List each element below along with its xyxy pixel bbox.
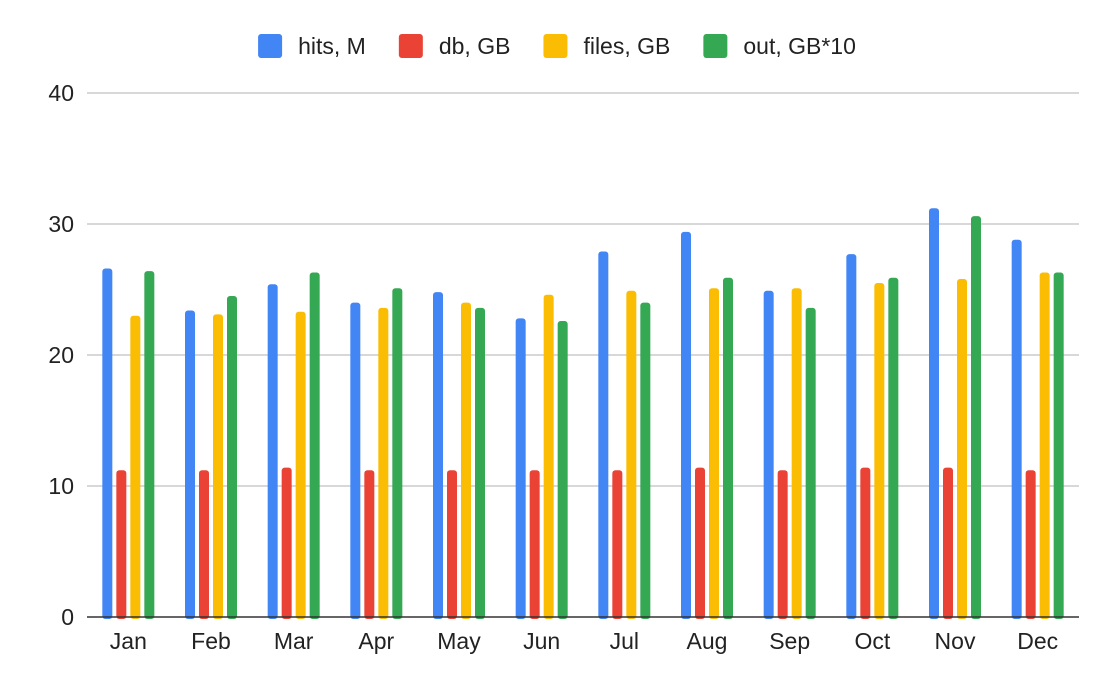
legend-item: files, GB xyxy=(543,33,670,59)
bar-hits-m-feb xyxy=(185,310,195,619)
x-tick-label: Jun xyxy=(523,628,560,654)
bar-db-gb-jan xyxy=(116,470,127,619)
bar-files-gb-jun xyxy=(543,294,554,619)
bar-out-gb-10-feb xyxy=(227,296,237,619)
bar-out-gb-10-apr xyxy=(392,288,403,619)
bar-out-gb-10-jun xyxy=(557,320,568,619)
bar-files-gb-apr xyxy=(378,307,389,619)
legend-label: db, GB xyxy=(439,33,511,59)
legend-label: files, GB xyxy=(583,33,670,59)
x-tick-label: May xyxy=(437,628,481,654)
grid xyxy=(87,92,1079,487)
bar-hits-m-sep xyxy=(763,290,774,619)
bar-out-gb-10-sep xyxy=(805,307,816,619)
bar-out-gb-10-mar xyxy=(309,272,320,619)
legend: hits, M db, GB files, GB out, GB*10 xyxy=(258,33,856,59)
bar-files-gb-dec xyxy=(1039,272,1050,619)
bar-db-gb-feb xyxy=(199,470,209,619)
bar-files-gb-oct xyxy=(874,282,885,619)
legend-swatch xyxy=(703,34,728,58)
y-tick-label: 30 xyxy=(48,211,74,237)
bar-files-gb-aug xyxy=(709,288,719,619)
bar-hits-m-dec xyxy=(1011,239,1022,619)
bar-out-gb-10-jul xyxy=(640,302,651,619)
bar-db-gb-oct xyxy=(860,467,871,619)
x-axis: Jan Feb Mar Apr May Jun Jul Aug Sep Oct Nov Dec xyxy=(87,616,1079,654)
x-tick-label: Mar xyxy=(274,628,314,654)
bars xyxy=(102,208,1064,620)
legend-swatch xyxy=(543,34,568,58)
legend-swatch xyxy=(258,34,283,58)
bar-files-gb-may xyxy=(461,302,471,619)
x-tick-label: Oct xyxy=(854,628,890,654)
bar-files-gb-mar xyxy=(295,311,306,619)
legend-swatch xyxy=(398,34,423,58)
bar-db-gb-jun xyxy=(529,470,540,619)
bar-db-gb-dec xyxy=(1025,470,1036,619)
y-tick-label: 20 xyxy=(48,342,74,368)
bar-out-gb-10-oct xyxy=(888,277,899,619)
bar-out-gb-10-jan xyxy=(144,271,155,619)
bar-db-gb-mar xyxy=(281,467,292,619)
bar-hits-m-nov xyxy=(929,208,939,619)
bar-files-gb-jul xyxy=(626,290,637,619)
x-tick-label: Aug xyxy=(687,628,728,654)
bar-hits-m-jul xyxy=(598,251,609,619)
legend-item: out, GB*10 xyxy=(703,33,856,59)
bar-hits-m-jun xyxy=(515,318,526,619)
bar-db-gb-nov xyxy=(943,467,953,619)
x-tick-label: Sep xyxy=(769,628,810,654)
bar-out-gb-10-nov xyxy=(971,216,981,619)
x-tick-label: Apr xyxy=(358,628,394,654)
y-tick-label: 10 xyxy=(48,473,74,499)
bar-db-gb-sep xyxy=(777,470,788,619)
legend-item: db, GB xyxy=(398,33,511,59)
y-tick-label: 40 xyxy=(48,80,74,106)
bar-db-gb-may xyxy=(447,470,457,619)
legend-label: out, GB*10 xyxy=(743,33,856,59)
bar-files-gb-jan xyxy=(130,315,141,619)
bar-hits-m-may xyxy=(433,292,443,619)
x-tick-label: Jan xyxy=(110,628,147,654)
bar-hits-m-mar xyxy=(267,284,278,619)
bar-db-gb-aug xyxy=(695,467,705,619)
bar-hits-m-oct xyxy=(846,254,857,619)
bar-hits-m-jan xyxy=(102,268,113,619)
bar-out-gb-10-aug xyxy=(723,277,733,619)
x-tick-label: Nov xyxy=(935,628,976,654)
legend-label: hits, M xyxy=(298,33,366,59)
y-axis: 0 10 20 30 40 xyxy=(48,80,74,630)
bar-files-gb-feb xyxy=(213,314,223,619)
x-tick-label: Feb xyxy=(191,628,231,654)
x-tick-label: Dec xyxy=(1017,628,1058,654)
legend-item: hits, M xyxy=(258,33,366,59)
bar-files-gb-nov xyxy=(957,279,967,619)
bar-hits-m-aug xyxy=(681,231,691,620)
bar-files-gb-sep xyxy=(791,288,802,619)
bar-out-gb-10-dec xyxy=(1053,272,1064,619)
bar-hits-m-apr xyxy=(350,302,361,619)
bar-db-gb-apr xyxy=(364,470,375,619)
bar-out-gb-10-may xyxy=(475,307,485,619)
x-tick-label: Jul xyxy=(610,628,639,654)
y-tick-label: 0 xyxy=(61,604,74,630)
bar-db-gb-jul xyxy=(612,470,623,619)
